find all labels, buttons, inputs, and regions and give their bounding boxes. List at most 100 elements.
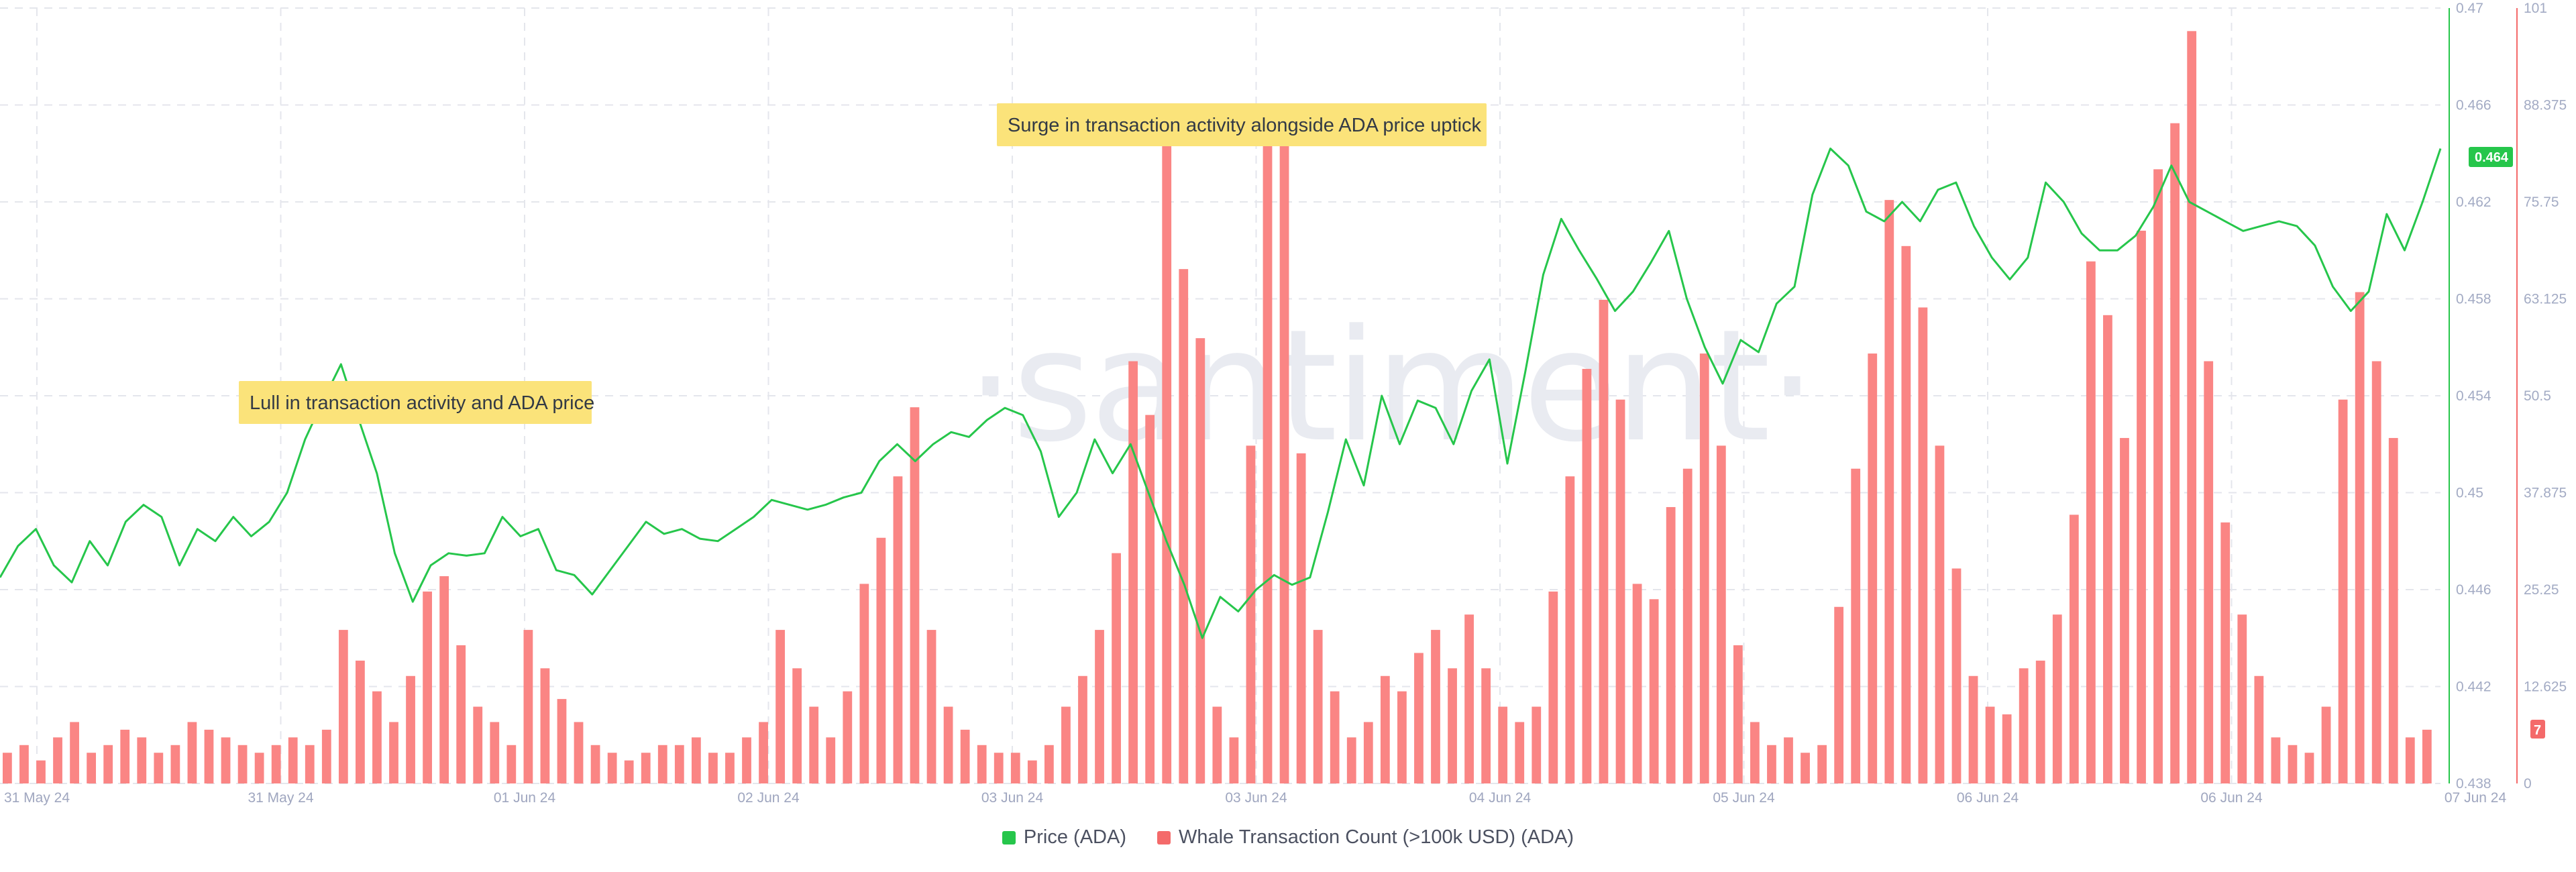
whale-bar (321, 729, 331, 783)
whale-bar (1918, 307, 1928, 784)
x-axis-tick-label: 06 Jun 24 (2200, 790, 2263, 806)
whale-bar (423, 591, 432, 783)
x-axis-tick-label: 07 Jun 24 (2445, 790, 2507, 806)
whale-bar (759, 722, 768, 783)
whale-bar (1162, 146, 1172, 784)
annotation-lull-box (239, 381, 592, 424)
whale-bar (1951, 568, 1962, 783)
whale-axis-tick-label: 88.375 (2524, 98, 2567, 113)
whale-bar (254, 753, 264, 783)
whale-badge-box (2530, 720, 2545, 739)
price-axis-tick-label: 0.458 (2456, 292, 2491, 307)
whale-bar (2220, 522, 2231, 783)
legend-item-whale-count[interactable]: Whale Transaction Count (>100k USD) (ADA… (1157, 826, 1574, 849)
whale-axis-tick-label: 75.75 (2524, 195, 2559, 210)
whale-bar (809, 706, 819, 783)
whale-bar (70, 722, 79, 783)
whale-bar (691, 737, 701, 783)
whale-bar (792, 668, 802, 783)
price-axis-tick-label: 0.442 (2456, 679, 2491, 695)
whale-bar (960, 729, 970, 783)
whale-bar (1834, 606, 1844, 783)
whale-bar (1817, 745, 1827, 783)
whale-bar (2254, 675, 2264, 783)
whale-bar (2170, 123, 2180, 783)
whale-bar (2204, 361, 2214, 783)
whale-bar (1649, 599, 1659, 783)
x-axis-tick-label: 31 May 24 (248, 790, 313, 806)
whale-bar (1548, 591, 1558, 783)
legend-item-price[interactable]: Price (ADA) (1002, 826, 1126, 849)
whale-bar (1095, 630, 1104, 783)
whale-bar (103, 745, 113, 783)
whale-bar (1414, 653, 1424, 783)
whale-last-value-badge: 7 (2530, 720, 2545, 739)
whale-bar (1515, 722, 1525, 783)
price-axis-tick-label: 0.47 (2456, 1, 2483, 16)
whale-axis-tick-label: 101 (2524, 1, 2547, 16)
x-axis-tick-label: 03 Jun 24 (981, 790, 1044, 806)
whale-bar (2052, 614, 2062, 783)
whale-bar (1868, 353, 1878, 783)
whale-bar (1330, 691, 1340, 783)
price-badge-text: 0.464 (2475, 150, 2509, 165)
whale-bar (624, 760, 634, 783)
whale-bar (1968, 675, 1978, 783)
whale-bar (2304, 753, 2314, 783)
whale-bar (2019, 668, 2029, 783)
x-axis-tick-label: 03 Jun 24 (1225, 790, 1287, 806)
whale-bar (725, 753, 735, 783)
x-axis-tick-label: 31 May 24 (4, 790, 70, 806)
whale-bar (1431, 630, 1440, 783)
whale-bar (204, 729, 214, 783)
whale-axis-tick-label: 50.5 (2524, 388, 2551, 404)
whale-bar (1666, 506, 1676, 783)
whale-bar (2002, 714, 2012, 783)
whale-bar (439, 576, 449, 783)
whale-bar (2388, 437, 2398, 783)
whale-bar (237, 745, 248, 783)
whale-bar (1112, 553, 1121, 783)
whale-bar (1565, 476, 1575, 783)
annotation-surge: Surge in transaction activity alongside … (997, 103, 1487, 146)
whale-bar (2338, 399, 2348, 783)
whale-bar (540, 668, 550, 783)
whale-bar (2405, 737, 2415, 783)
whale-bar (406, 675, 415, 783)
whale-bar (1532, 706, 1542, 783)
whale-bar (456, 645, 466, 783)
whale-axis-tick-label: 63.125 (2524, 292, 2567, 307)
whale-bar (590, 745, 600, 783)
whale-bar (506, 745, 517, 783)
whale-axis-tick-label: 25.25 (2524, 582, 2559, 598)
whale-bar (137, 737, 147, 783)
whale-bar (221, 737, 231, 783)
whale-bar (2288, 745, 2298, 783)
price-badge-box (2469, 147, 2513, 167)
legend-label-whale-count: Whale Transaction Count (>100k USD) (ADA… (1178, 826, 1574, 848)
whale-bar (1935, 445, 1945, 783)
whale-bar (657, 745, 667, 783)
whale-bar (1498, 706, 1508, 783)
whale-bar (1346, 737, 1356, 783)
legend-label-price: Price (ADA) (1023, 826, 1126, 848)
whale-badge-text: 7 (2534, 723, 2541, 738)
whale-bar (1279, 115, 1289, 784)
x-axis-ticks: 31 May 24 31 May 24 01 Jun 24 02 Jun 24 03 J… (4, 790, 2506, 806)
whale-bar (943, 706, 953, 783)
whale-bars (3, 31, 2432, 784)
whale-bar (574, 722, 584, 783)
whale-bar (1801, 753, 1810, 783)
legend-swatch-price (1002, 830, 1016, 844)
annotation-lull-text: Lull in transaction activity and ADA pri… (250, 392, 594, 414)
whale-bar (1750, 722, 1760, 783)
whale-bar (843, 691, 853, 783)
whale-bar (977, 745, 987, 783)
whale-bar (356, 660, 365, 783)
whale-bar (1985, 706, 1995, 783)
whale-bar (926, 630, 936, 783)
whale-bar (2355, 292, 2365, 784)
whale-bar (1179, 269, 1189, 783)
whale-bar (170, 745, 180, 783)
whale-bar (674, 745, 684, 783)
